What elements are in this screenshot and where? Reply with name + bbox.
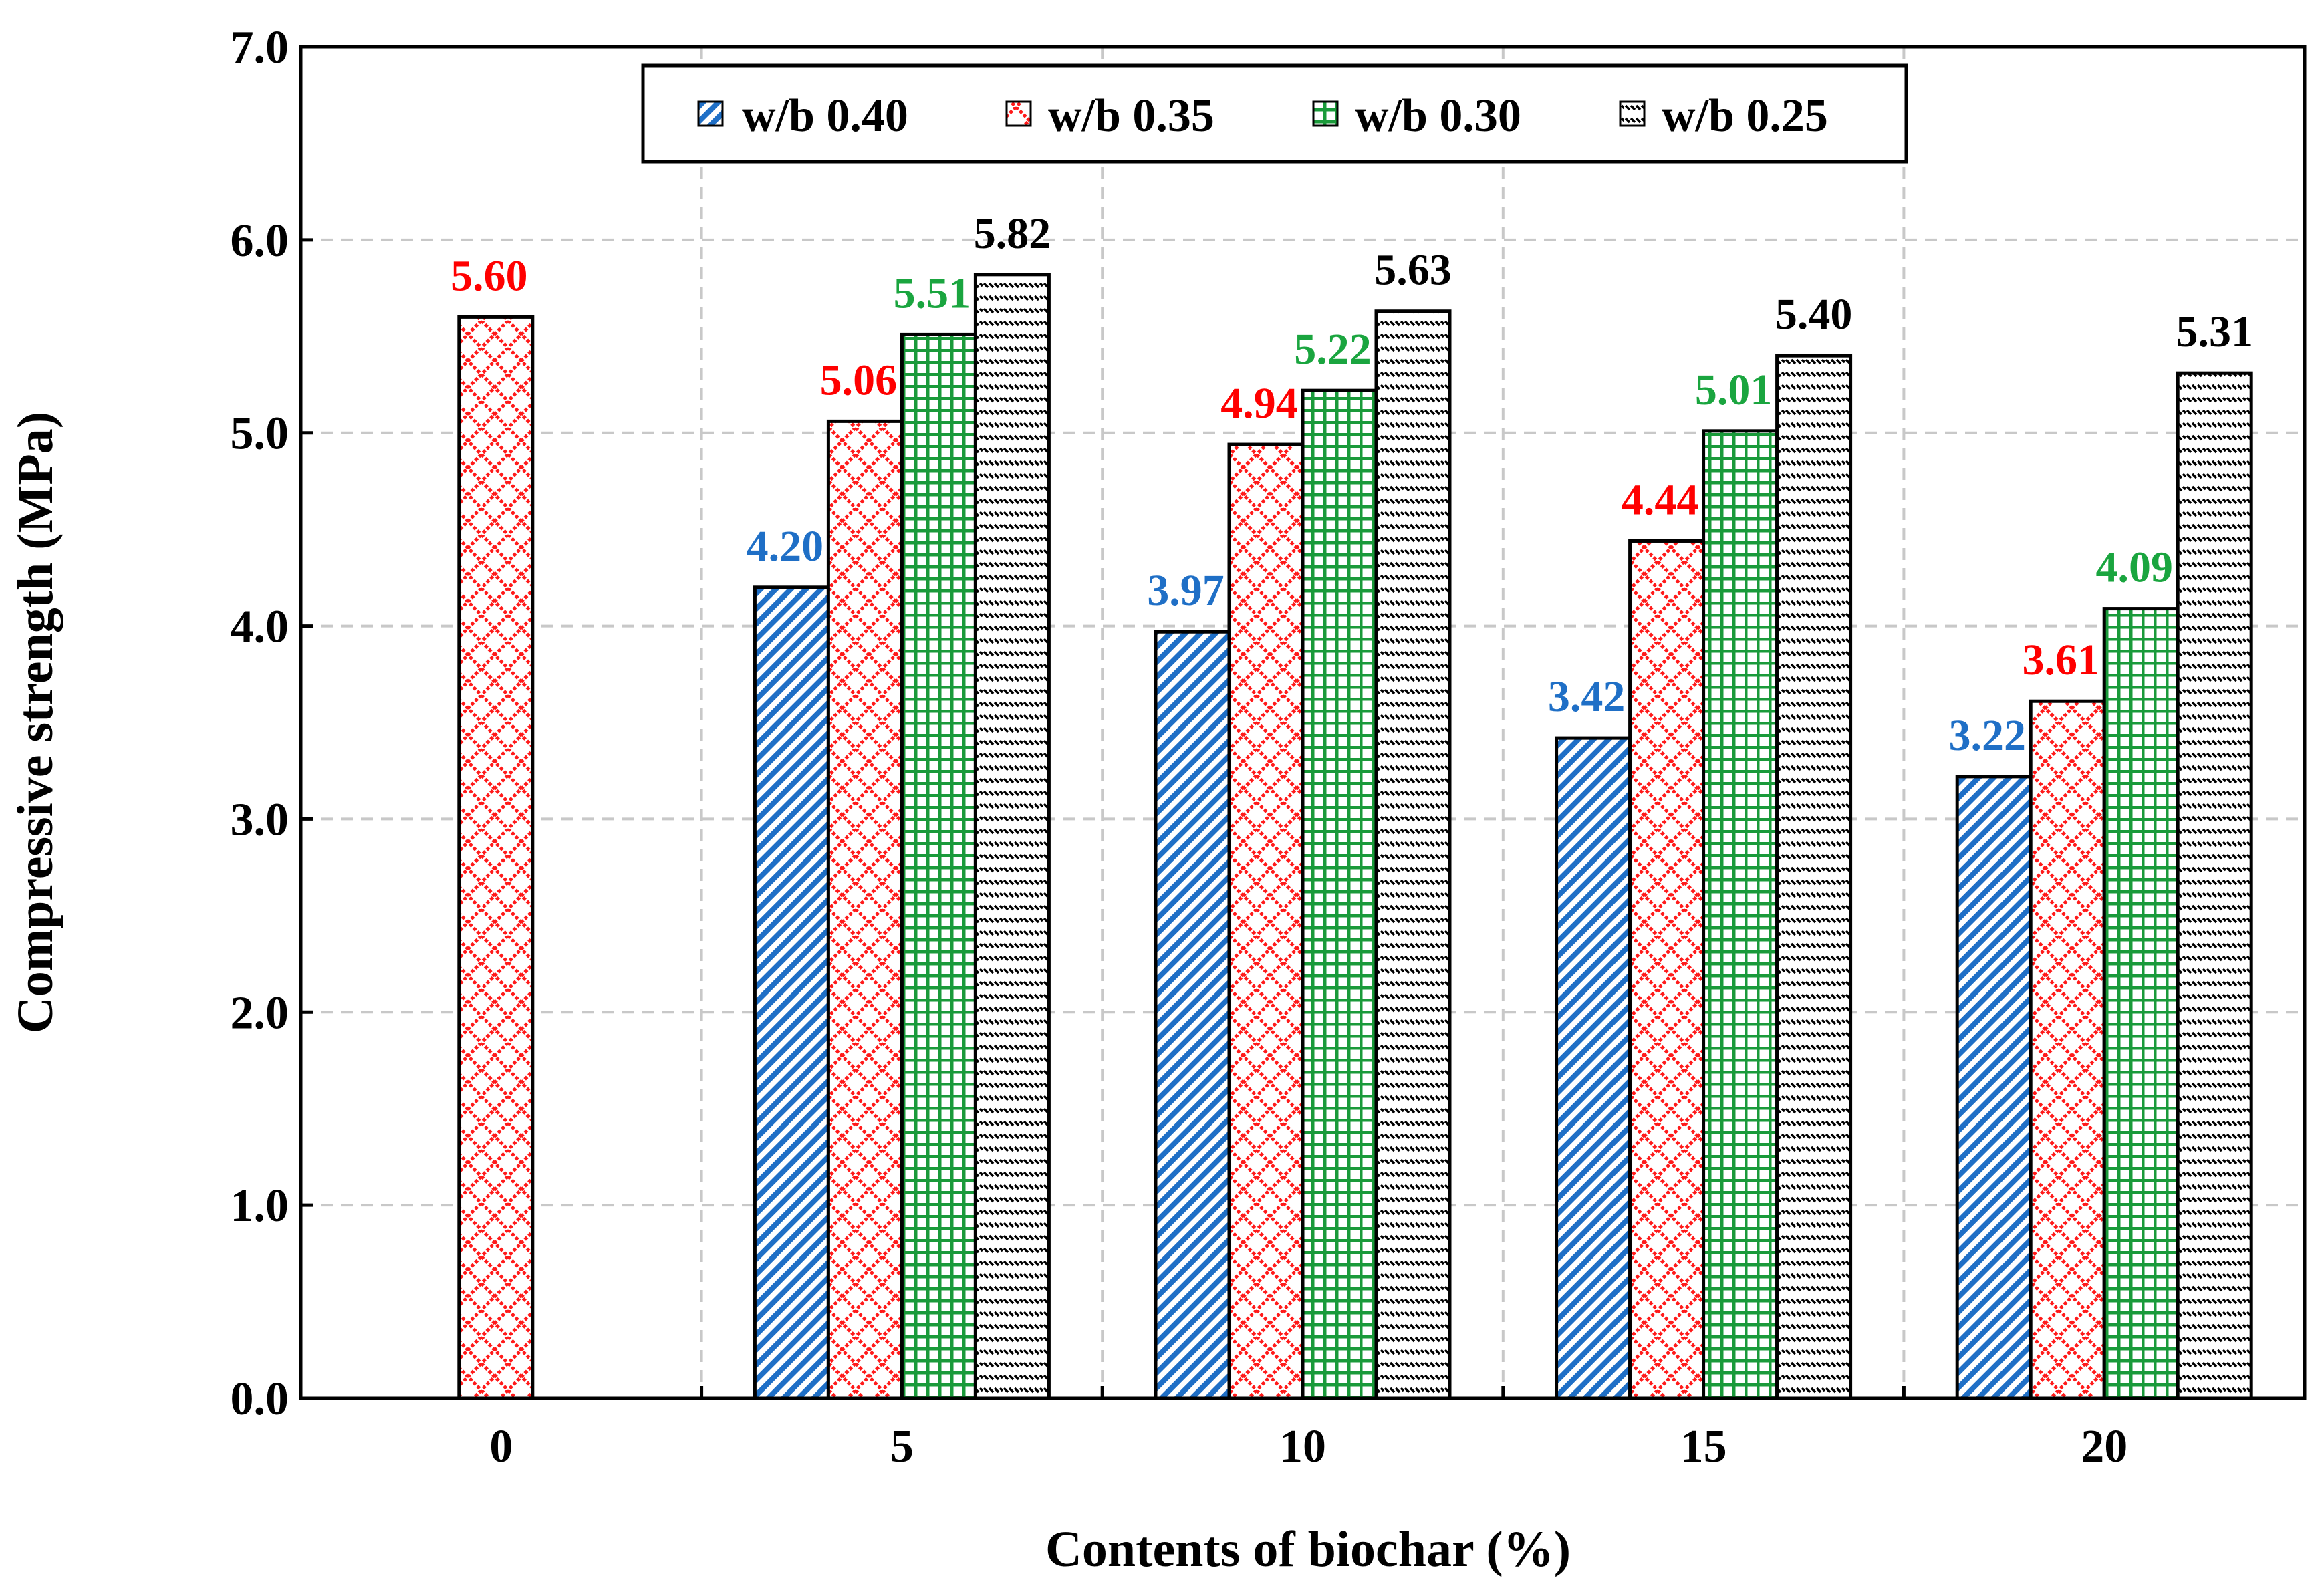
y-tick-label: 2.0 [231, 987, 289, 1039]
y-tick-label: 1.0 [231, 1180, 289, 1232]
data-label: 5.51 [894, 269, 971, 317]
data-label: 5.82 [974, 209, 1051, 258]
legend-item-wb-030: w/b 0.30 [1312, 90, 1521, 142]
data-label: 5.40 [1775, 290, 1853, 339]
data-label: 3.61 [2022, 636, 2099, 684]
bar-wb035-cat-5 [826, 419, 904, 1400]
data-label: 5.60 [450, 251, 528, 300]
y-axis-label: Compressive strength (MPa) [7, 412, 63, 1033]
data-label: 3.22 [1948, 711, 2026, 760]
bar-wb040-cat-20 [1955, 775, 2033, 1400]
data-label: 4.20 [747, 522, 824, 571]
x-axis-label: Contents of biochar (%) [1045, 1521, 1571, 1577]
x-tick-label: 20 [2081, 1421, 2127, 1472]
legend-label-wb-040: w/b 0.40 [742, 90, 908, 142]
bar-wb025-cat-15 [1775, 354, 1853, 1400]
bar-wb040-cat-15 [1555, 736, 1632, 1400]
data-label: 5.06 [820, 356, 898, 404]
bar-wb030-cat-20 [2102, 607, 2180, 1400]
data-label: 5.63 [1374, 246, 1452, 295]
x-tick-label: 10 [1279, 1421, 1326, 1472]
legend-swatch-wb-030 [1312, 100, 1339, 127]
x-tick-label: 0 [489, 1421, 513, 1472]
legend-label-wb-035: w/b 0.35 [1048, 90, 1214, 142]
bar-wb040-cat-5 [753, 585, 830, 1400]
y-tick-label: 7.0 [231, 22, 289, 74]
legend-swatch-wb-025 [1619, 100, 1646, 127]
plot-frame [299, 45, 2307, 1400]
data-label: 3.97 [1147, 566, 1224, 615]
bar-wb035-cat-0 [457, 315, 535, 1400]
bar-wb040-cat-10 [1154, 630, 1231, 1400]
data-label: 3.42 [1548, 672, 1626, 721]
y-tick-label: 5.0 [231, 408, 289, 460]
legend-box [641, 63, 1908, 164]
legend: w/b 0.40 w/b 0.35 w/b 0.30 w/b 0.25 [641, 63, 1908, 164]
bar-wb025-cat-5 [973, 273, 1051, 1400]
y-tick-label: 3.0 [231, 794, 289, 845]
legend-swatch-wb-035 [1005, 100, 1032, 127]
legend-item-wb-035: w/b 0.35 [1005, 90, 1214, 142]
x-tick-label: 15 [1680, 1421, 1727, 1472]
data-label: 5.22 [1294, 325, 1372, 374]
data-label: 4.44 [1622, 475, 1699, 524]
y-tick-label: 6.0 [231, 215, 289, 267]
bar-wb030-cat-10 [1301, 388, 1378, 1400]
bar-wb025-cat-10 [1374, 309, 1452, 1400]
legend-label-wb-030: w/b 0.30 [1355, 90, 1521, 142]
data-label: 4.94 [1220, 379, 1298, 428]
bar-wb035-cat-10 [1227, 442, 1305, 1400]
x-tick-label: 5 [890, 1421, 914, 1472]
bar-wb030-cat-5 [900, 332, 977, 1400]
legend-item-wb-025: w/b 0.25 [1619, 90, 1828, 142]
legend-item-wb-040: w/b 0.40 [697, 90, 908, 142]
data-label: 4.09 [2095, 543, 2173, 592]
data-label: 5.31 [2176, 307, 2253, 356]
legend-label-wb-025: w/b 0.25 [1662, 90, 1828, 142]
bar-wb030-cat-15 [1702, 429, 1779, 1400]
bar-wb035-cat-15 [1628, 539, 1706, 1400]
data-label: 5.01 [1695, 366, 1773, 414]
legend-swatch-wb-040 [697, 100, 724, 127]
bar-wb035-cat-20 [2029, 699, 2106, 1400]
bar-wb025-cat-20 [2176, 371, 2253, 1400]
y-tick-label: 4.0 [231, 602, 289, 653]
y-tick-label: 0.0 [231, 1373, 289, 1425]
